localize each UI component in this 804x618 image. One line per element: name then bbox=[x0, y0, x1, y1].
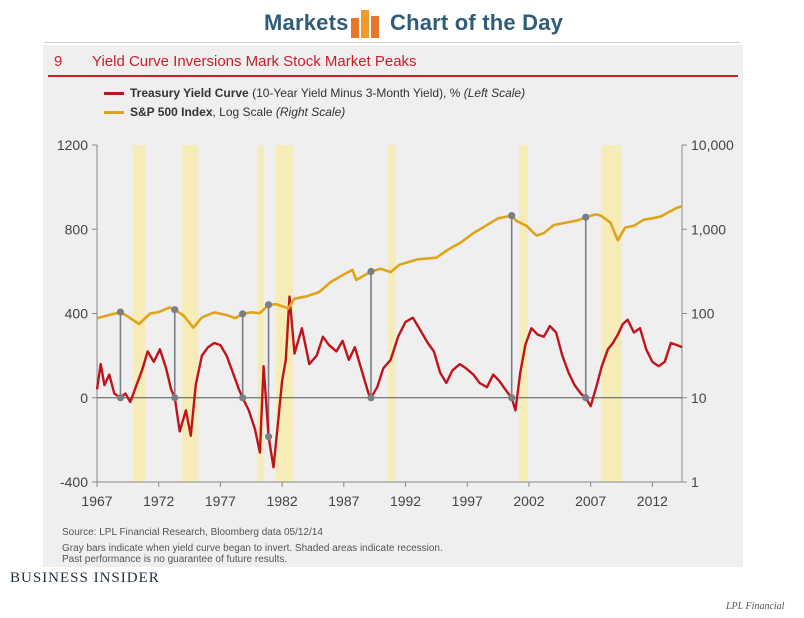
note-line-2: Past performance is no guarantee of futu… bbox=[62, 554, 288, 565]
figure-title: Yield Curve Inversions Mark Stock Market… bbox=[92, 53, 417, 70]
recession-band-5 bbox=[388, 145, 396, 482]
left-tick-label-1: 1200 bbox=[57, 137, 88, 153]
x-tick-label-2: 1972 bbox=[143, 493, 174, 509]
right-tick-label-1: 10,000 bbox=[691, 137, 734, 153]
right-tick-label-5: 1 bbox=[691, 474, 699, 490]
credit-text: LPL Financial bbox=[726, 601, 785, 612]
source-text: Source: LPL Financial Research, Bloomber… bbox=[62, 527, 323, 538]
x-tick-label-9: 2007 bbox=[575, 493, 606, 509]
inversion-marker-top-dot-4 bbox=[264, 301, 273, 309]
legend-treasury-swatch bbox=[104, 92, 124, 96]
header-chart-of-the-day: Chart of the Day bbox=[390, 10, 564, 35]
header-rule bbox=[44, 42, 740, 43]
inversion-marker-top-dot-3 bbox=[239, 310, 247, 318]
right-tick-label-4: 10 bbox=[691, 390, 707, 406]
header: Markets Chart of the Day bbox=[0, 0, 804, 46]
x-tick-label-8: 2002 bbox=[513, 493, 544, 509]
x-tick-label-4: 1982 bbox=[267, 493, 298, 509]
legend-treasury-desc: (10-Year Yield Minus 3-Month Yield), % bbox=[248, 86, 464, 100]
inversion-marker-top-dot-7 bbox=[582, 213, 590, 221]
inversion-marker-bottom-dot-4 bbox=[264, 433, 273, 441]
left-tick-label-2: 800 bbox=[65, 221, 89, 237]
sp500-line bbox=[96, 204, 683, 329]
left-tick-label-5: -400 bbox=[60, 474, 88, 490]
header-markets: Markets bbox=[264, 10, 349, 35]
business-insider-logo: BUSINESS INSIDER bbox=[10, 570, 160, 586]
inversion-marker-bottom-dot-3 bbox=[239, 394, 247, 402]
x-tick-label-6: 1992 bbox=[390, 493, 421, 509]
inversion-marker-bottom-dot-5 bbox=[367, 394, 375, 402]
inversion-marker-top-dot-1 bbox=[116, 308, 125, 316]
bar-chart-icon bbox=[351, 10, 379, 38]
legend-treasury-name: Treasury Yield Curve bbox=[130, 86, 249, 100]
recession-band-6 bbox=[519, 145, 528, 482]
note-line-1: Gray bars indicate when yield curve bega… bbox=[62, 543, 443, 554]
x-tick-label-3: 1977 bbox=[205, 493, 236, 509]
left-tick-label-4: 0 bbox=[80, 390, 88, 406]
right-tick-label-2: 1,000 bbox=[691, 221, 726, 237]
legend-sp500-name: S&P 500 Index bbox=[130, 105, 213, 119]
legend-sp500-swatch bbox=[104, 111, 124, 115]
legend-sp500-desc: , Log Scale bbox=[212, 105, 276, 119]
right-tick-label-3: 100 bbox=[691, 306, 715, 322]
inversion-marker-bottom-dot-2 bbox=[171, 394, 179, 402]
x-tick-label-7: 1997 bbox=[452, 493, 483, 509]
x-tick-label-5: 1987 bbox=[328, 493, 359, 509]
legend-sp500: S&P 500 Index, Log Scale (Right Scale) bbox=[104, 105, 345, 119]
inversion-marker-top-dot-2 bbox=[171, 306, 179, 314]
inversion-marker-bottom-dot-1 bbox=[116, 394, 125, 402]
recession-band-1 bbox=[132, 145, 146, 482]
x-tick-label-10: 2012 bbox=[637, 493, 668, 509]
left-tick-label-3: 400 bbox=[65, 306, 89, 322]
recession-band-7 bbox=[601, 145, 622, 482]
inversion-marker-top-dot-6 bbox=[508, 212, 516, 220]
x-tick-label-1: 1967 bbox=[81, 493, 112, 509]
legend-sp500-scale: (Right Scale) bbox=[275, 105, 346, 119]
inversion-marker-bottom-dot-6 bbox=[508, 394, 516, 402]
inversion-marker-bottom-dot-7 bbox=[582, 394, 590, 402]
figure-number: 9 bbox=[54, 53, 63, 70]
inversion-marker-top-dot-5 bbox=[367, 267, 375, 276]
figure-title-rule bbox=[48, 75, 738, 77]
legend-treasury: Treasury Yield Curve (10-Year Yield Minu… bbox=[104, 86, 525, 100]
legend-treasury-scale: (Left Scale) bbox=[463, 86, 526, 100]
